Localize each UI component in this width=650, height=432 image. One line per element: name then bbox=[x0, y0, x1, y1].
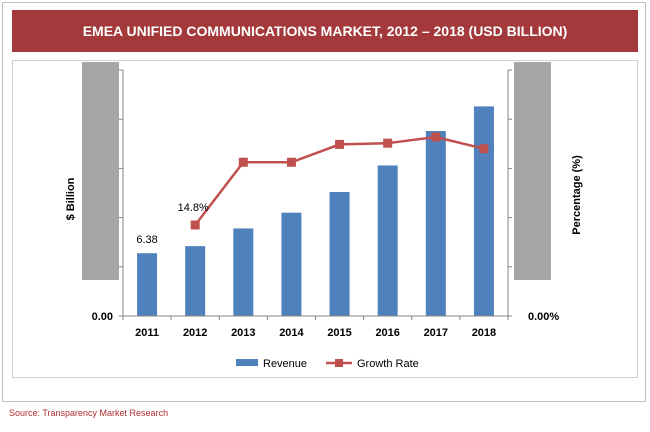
x-tick-label: 2018 bbox=[472, 327, 496, 339]
growth-rate-point bbox=[286, 157, 296, 167]
revenue-bar bbox=[425, 131, 446, 316]
growth-rate-point bbox=[190, 220, 200, 230]
x-tick-label: 2013 bbox=[231, 327, 255, 339]
revenue-bar bbox=[473, 106, 494, 317]
revenue-bar bbox=[233, 228, 254, 316]
legend-growth-marker bbox=[335, 359, 343, 367]
y2-axis-title-box bbox=[514, 62, 551, 280]
revenue-bar bbox=[281, 212, 302, 316]
data-label: 6.38 bbox=[136, 234, 157, 246]
y2-tick-label: 0.00% bbox=[528, 311, 559, 323]
data-label: 14.8% bbox=[178, 202, 209, 214]
x-tick-label: 2015 bbox=[327, 327, 351, 339]
y2-axis-title: Percentage (%) bbox=[571, 155, 583, 235]
y-tick-label: 0.00 bbox=[92, 311, 113, 323]
x-tick-label: 2012 bbox=[183, 327, 207, 339]
legend-revenue-label: Revenue bbox=[263, 358, 307, 370]
revenue-bar bbox=[329, 192, 350, 316]
revenue-bar bbox=[377, 165, 398, 316]
x-tick-label: 2017 bbox=[424, 327, 448, 339]
x-tick-label: 2016 bbox=[375, 327, 399, 339]
growth-rate-point bbox=[238, 157, 248, 167]
growth-rate-point bbox=[479, 144, 489, 154]
y-axis-title-box bbox=[82, 62, 119, 280]
chart-title: EMEA UNIFIED COMMUNICATIONS MARKET, 2012… bbox=[12, 10, 638, 52]
plot-frame bbox=[12, 60, 638, 378]
x-tick-label: 2011 bbox=[135, 327, 159, 339]
y-axis-title: $ Billion bbox=[65, 177, 77, 220]
growth-rate-point bbox=[383, 138, 393, 148]
growth-rate-point bbox=[431, 132, 441, 142]
revenue-bar bbox=[185, 246, 206, 316]
x-tick-label: 2014 bbox=[279, 327, 304, 339]
legend-growth-label: Growth Rate bbox=[357, 358, 419, 370]
growth-rate-point bbox=[335, 139, 345, 149]
revenue-bar bbox=[137, 253, 158, 316]
legend-revenue-swatch bbox=[236, 359, 258, 366]
source-note: Source: Transparency Market Research bbox=[9, 408, 169, 418]
